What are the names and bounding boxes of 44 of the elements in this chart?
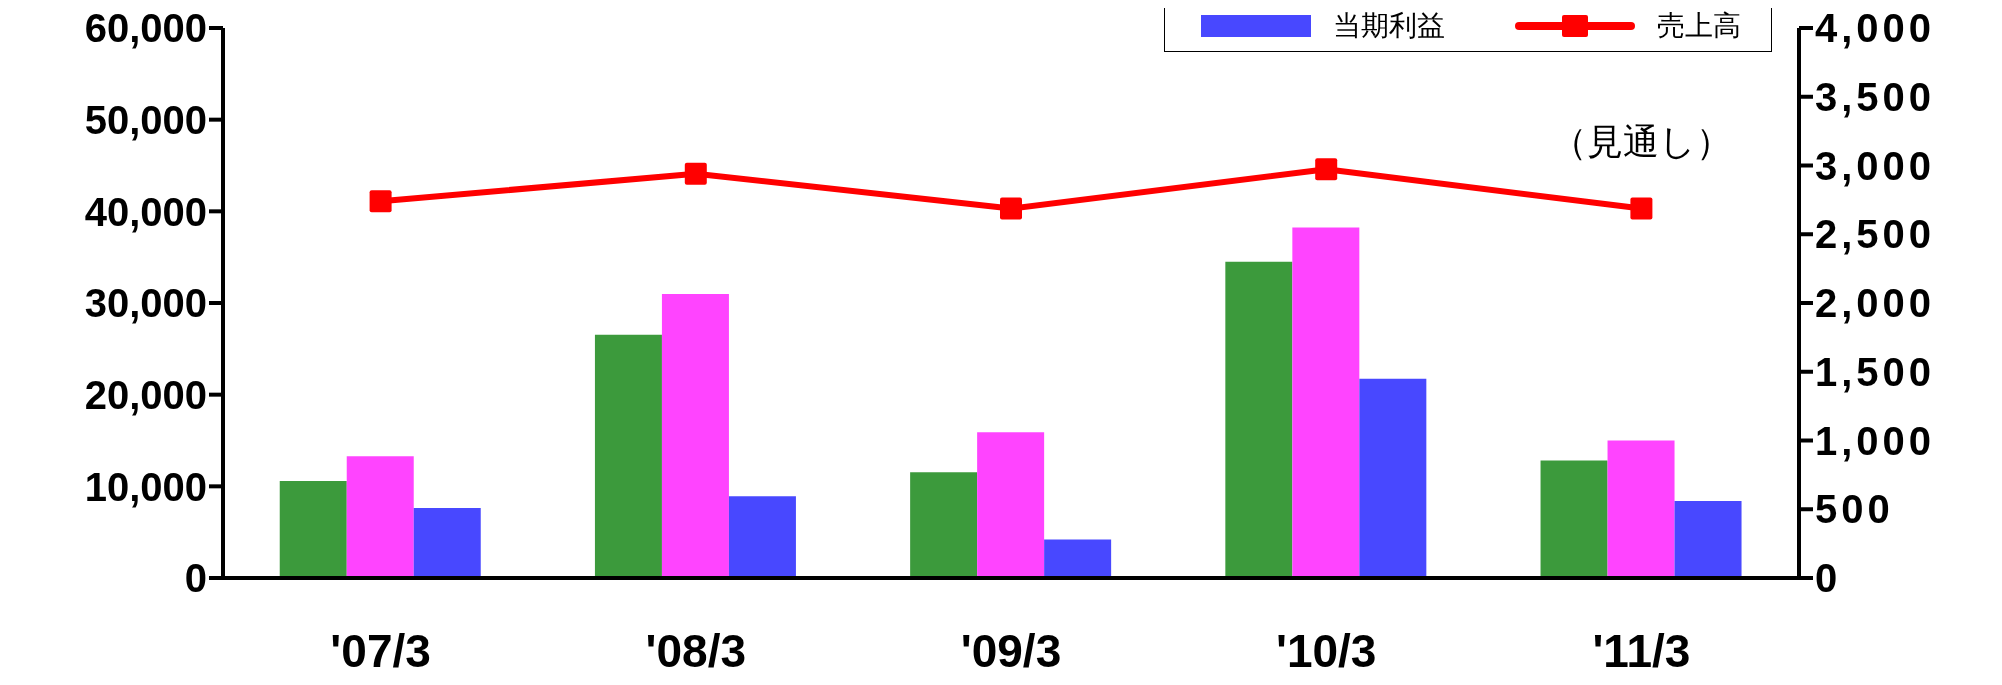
point <box>1000 197 1022 220</box>
bar <box>1292 227 1360 578</box>
annotation: （見通し） <box>1550 120 1732 162</box>
bar <box>977 432 1045 578</box>
y-tick-label: 60,000 <box>84 6 207 51</box>
bar <box>346 456 414 578</box>
y2-tick-label: 3,500 <box>1815 74 1936 119</box>
y2-tick-label: 500 <box>1815 487 1894 532</box>
bar <box>1044 539 1112 578</box>
y-tick-label: 30,000 <box>84 281 207 326</box>
point <box>1630 197 1653 220</box>
y-tick-label: 40,000 <box>84 189 207 234</box>
bar <box>1540 460 1608 578</box>
y-tick-label: 10,000 <box>84 464 207 509</box>
legend-label: 当期利益 <box>1333 8 1445 44</box>
legend-label: 売上高 <box>1657 8 1741 44</box>
y2-tick-label: 0 <box>1815 556 1842 601</box>
y2-tick-label: 2,000 <box>1815 281 1936 326</box>
bar <box>1225 261 1293 578</box>
bar <box>413 507 481 578</box>
x-tick-label: '09/3 <box>960 624 1062 677</box>
y2-tick-label: 1,000 <box>1815 418 1936 463</box>
x-tick-label: '11/3 <box>1592 624 1691 677</box>
bar <box>1607 440 1675 578</box>
bar <box>594 334 662 578</box>
y-tick-label: 0 <box>184 556 207 601</box>
bar <box>1359 378 1427 578</box>
point <box>684 162 707 185</box>
bar <box>728 496 796 578</box>
x-tick-label: '08/3 <box>645 624 747 677</box>
y2-tick-label: 4,000 <box>1815 6 1936 51</box>
y-tick-label: 50,000 <box>84 97 207 142</box>
point <box>369 190 392 213</box>
bar <box>279 481 347 578</box>
x-tick-label: '10/3 <box>1275 624 1377 677</box>
x-tick-label: '07/3 <box>330 624 431 677</box>
bar <box>661 294 729 578</box>
bar <box>1674 501 1742 578</box>
bar <box>910 472 978 578</box>
point <box>1315 158 1338 181</box>
y2-tick-label: 3,000 <box>1815 143 1936 188</box>
y2-tick-label: 2,500 <box>1815 212 1936 257</box>
y2-tick-label: 1,500 <box>1815 349 1936 394</box>
y-tick-label: 20,000 <box>84 372 207 417</box>
